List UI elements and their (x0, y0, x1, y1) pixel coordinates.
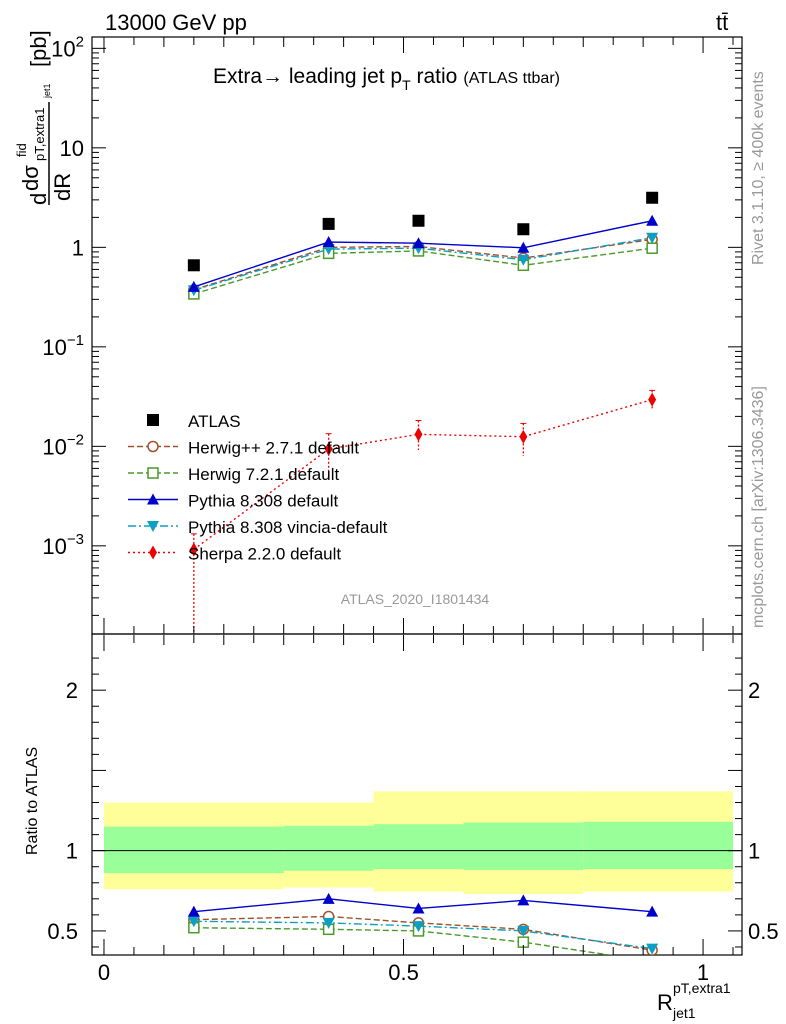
legend-item: Pythia 8.308 vincia-default (128, 518, 388, 537)
data-point (412, 921, 425, 933)
x-axis-label: R pT,extra1 jet1 (657, 980, 731, 1021)
data-point (322, 892, 335, 904)
data-point (412, 237, 425, 249)
data-point (189, 542, 198, 557)
energy-label: 13000 GeV pp (105, 10, 247, 35)
data-point (646, 242, 658, 254)
data-point (147, 521, 159, 532)
data-point (147, 467, 159, 479)
data-point (187, 259, 200, 272)
top-y-tick-label: 10−2 (42, 431, 84, 459)
svg-text:jet1: jet1 (42, 83, 52, 99)
data-point (412, 902, 425, 914)
data-point (517, 894, 530, 906)
chart-title: Extra→ leading jet pT ratio (ATLAS ttbar) (213, 65, 560, 93)
legend-label: Pythia 8.308 vincia-default (188, 518, 388, 537)
data-point (322, 236, 335, 248)
data-point (517, 223, 530, 236)
x-tick-label: 0.5 (388, 960, 419, 985)
ratio-series-pythia-8-308-vincia-default (187, 916, 659, 955)
data-point (517, 925, 530, 937)
ratio-y-tick-label-left: 0.5 (47, 919, 78, 944)
data-point (646, 191, 659, 204)
legend-item: Sherpa 2.2.0 default (128, 545, 341, 564)
ratio-series-line (193, 898, 653, 913)
data-point (646, 214, 659, 226)
legend-label: ATLAS (188, 412, 241, 431)
stat-uncertainty-band (463, 822, 584, 870)
data-point (412, 214, 425, 227)
process-label: tt̄ (716, 10, 728, 35)
stat-uncertainty-band (373, 824, 464, 870)
data-point (147, 414, 159, 426)
legend-label: Herwig++ 2.7.1 default (188, 439, 359, 458)
data-point (646, 232, 659, 244)
data-point (322, 217, 335, 230)
data-point (147, 493, 159, 505)
data-point (646, 905, 659, 917)
top-y-tick-label: 10−3 (42, 531, 84, 559)
ratio-panel-frame (91, 633, 743, 956)
x-tick-label: 1 (697, 960, 709, 985)
legend-label: Pythia 8.308 default (188, 492, 339, 511)
rivet-label: Rivet 3.1.10, ≥ 400k events (750, 71, 767, 265)
data-point (187, 916, 200, 928)
data-point (322, 917, 335, 929)
legend-label: Sherpa 2.2.0 default (188, 545, 341, 564)
data-point (519, 429, 528, 444)
legend: ATLAS Herwig++ 2.7.1 default Herwig 7.2.1 … (128, 412, 388, 564)
ratio-y-tick-label-left: 2 (66, 678, 78, 703)
legend-item: Herwig 7.2.1 default (128, 465, 339, 484)
top-y-tick-label: 10−1 (42, 332, 84, 360)
ratio-series-pythia-8-308-default (187, 892, 659, 917)
ratio-y-tick-label-right: 0.5 (748, 919, 779, 944)
data-point (187, 905, 200, 917)
mcplots-label: mcplots.cern.ch [arXiv:1306.3436] (750, 386, 767, 628)
top-y-tick-label: 102 (51, 33, 84, 61)
top-y-tick-label: 1 (72, 235, 84, 260)
ratio-series-herwig-7-2-1-default (188, 921, 614, 955)
svg-text:[pb]: [pb] (26, 30, 51, 67)
data-point (648, 392, 657, 407)
svg-text:dσ: dσ (18, 165, 43, 191)
svg-text:dR: dR (50, 173, 75, 201)
ratio-y-tick-label-right: 2 (748, 678, 760, 703)
svg-text:pT,extra1: pT,extra1 (673, 980, 731, 996)
legend-item: ATLAS (147, 412, 241, 431)
data-point (646, 943, 659, 955)
ratio-plot-panel: 0.5 0.5 1 1 2 2 0 0.5 1 (47, 633, 779, 985)
data-point (517, 241, 530, 253)
series-sherpa-2-2-0-default (189, 389, 657, 634)
legend-label: Herwig 7.2.1 default (188, 465, 339, 484)
legend-item: Pythia 8.308 default (128, 492, 339, 511)
stat-uncertainty-band (103, 826, 284, 874)
top-y-axis-label: d dσ fid pT,extra1 jet1 dR [pb] (14, 30, 75, 205)
main-plot-panel: 10−3 10−2 10−1 1 10 102 (42, 33, 743, 635)
data-point (324, 442, 333, 457)
ratio-y-tick-label-right: 1 (748, 839, 760, 864)
data-point (187, 280, 200, 292)
series-atlas (187, 191, 659, 272)
x-tick-label: 0 (98, 960, 110, 985)
data-point (149, 545, 157, 560)
stat-uncertainty-band (283, 825, 374, 871)
stat-uncertainty-band (583, 821, 734, 870)
legend-item: Herwig++ 2.7.1 default (128, 439, 359, 458)
svg-text:R: R (657, 990, 673, 1015)
ratio-series-line (193, 927, 614, 955)
data-point (517, 254, 530, 266)
svg-text:fid: fid (14, 143, 29, 157)
data-point (414, 427, 423, 442)
svg-text:pT,extra1: pT,extra1 (32, 108, 47, 161)
svg-text:jet1: jet1 (672, 1005, 696, 1021)
series-pythia-8-308-vincia-default (187, 232, 659, 297)
data-point (147, 440, 159, 453)
top-y-tick-label: 10 (60, 136, 84, 161)
analysis-watermark: ATLAS_2020_I1801434 (341, 591, 490, 607)
ratio-y-axis-label: Ratio to ATLAS (24, 747, 41, 855)
series-pythia-8-308-default (187, 214, 659, 292)
ratio-y-tick-label-left: 1 (66, 839, 78, 864)
svg-text:d: d (26, 193, 51, 205)
